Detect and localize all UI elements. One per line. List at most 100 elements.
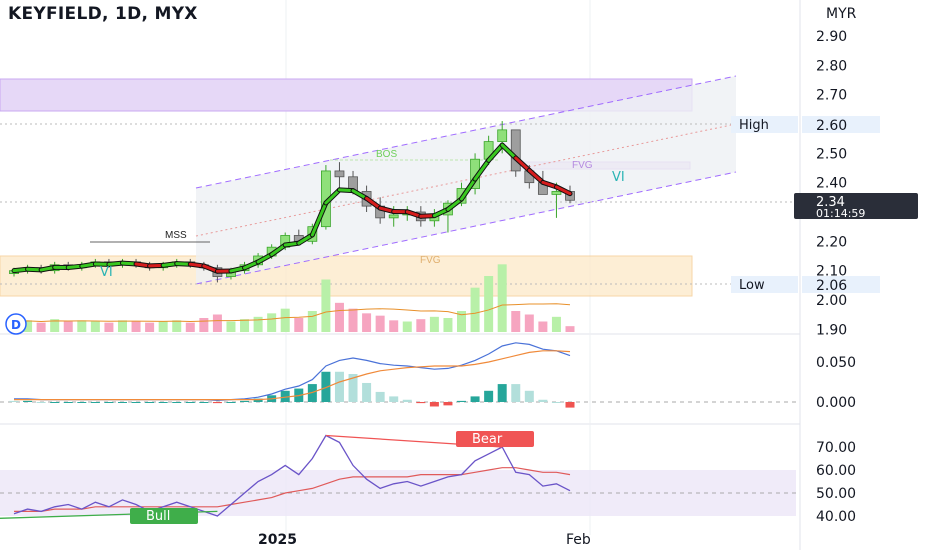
volume-bar-7 <box>104 322 114 332</box>
signal-line <box>14 350 571 401</box>
high-value: 2.60 <box>816 118 847 134</box>
high-value-tag <box>802 116 880 133</box>
ema-segment-20 <box>270 243 287 257</box>
supply-zone <box>0 78 693 112</box>
macd-tick-0.050: 0.050 <box>816 355 856 371</box>
macd-hist-38 <box>524 390 534 402</box>
ema-segment-37 <box>500 143 518 160</box>
dividend-badge-label: D <box>11 318 21 332</box>
price-tick-2.80: 2.80 <box>816 58 847 74</box>
macd-hist-22 <box>307 384 317 402</box>
fvg-label-upper: FVG <box>572 160 593 171</box>
ema-segment-22 <box>297 233 314 245</box>
currency-label: MYR <box>826 6 857 22</box>
volume-bar-16 <box>226 321 236 332</box>
ema-segment-41 <box>554 185 572 196</box>
volume-bar-27 <box>375 315 385 332</box>
macd-hist-34 <box>470 396 480 402</box>
ema-segment-34 <box>460 177 477 201</box>
price-tick-2.40: 2.40 <box>816 176 847 192</box>
volume-bar-23 <box>321 279 331 332</box>
candle-body-40 <box>551 191 562 195</box>
volume-bar-30 <box>416 319 426 332</box>
volume-bar-10 <box>145 322 155 332</box>
volume-bar-15 <box>212 314 222 332</box>
last-price-tag <box>794 193 918 219</box>
macd-hist-17 <box>240 400 250 402</box>
volume-bar-6 <box>90 321 100 332</box>
rsi-ma-line <box>14 467 571 512</box>
high-tag <box>731 116 798 133</box>
macd-hist-13 <box>185 402 195 403</box>
macd-hist-39 <box>538 399 548 402</box>
macd-hist-40 <box>551 402 561 403</box>
macd-hist-29 <box>402 399 412 402</box>
volume-bar-32 <box>443 318 453 332</box>
macd-hist-6 <box>90 402 100 403</box>
macd-pane <box>0 342 800 408</box>
macd-hist-9 <box>131 402 141 403</box>
volume-bar-28 <box>389 320 399 332</box>
macd-hist-15 <box>212 402 222 404</box>
ema-ribbon <box>11 142 573 274</box>
macd-hist-0 <box>9 400 19 402</box>
macd-hist-33 <box>457 400 467 402</box>
macd-hist-23 <box>321 371 331 402</box>
rsi-tick-60.00: 60.00 <box>816 463 856 479</box>
fvg-label-lower: FVG <box>420 255 441 266</box>
dividend-badge[interactable] <box>5 313 27 335</box>
volume-bar-26 <box>362 313 372 332</box>
macd-hist-37 <box>511 384 521 402</box>
volume-bar-9 <box>131 321 141 332</box>
volume-bars <box>9 264 575 332</box>
x-label-feb: Feb <box>566 532 591 548</box>
volume-bar-35 <box>484 276 494 332</box>
price-tick-2.70: 2.70 <box>816 88 847 104</box>
volume-bar-8 <box>117 320 127 332</box>
candle-body-24 <box>334 170 345 178</box>
candle-body-36 <box>497 129 508 143</box>
macd-hist-2 <box>36 402 46 403</box>
price-tick-2.90: 2.90 <box>816 29 847 45</box>
bull-badge <box>130 508 198 524</box>
volume-bar-41 <box>565 326 575 332</box>
ema-segment-35 <box>473 158 491 181</box>
volume-bar-20 <box>280 308 290 332</box>
candle-body-37 <box>510 129 521 172</box>
macd-hist-36 <box>497 384 507 402</box>
price-axis: 2.90 2.80 2.70 2.50 2.40 2.20 2.10 2.00 1.90 0.05… <box>816 29 856 525</box>
volume-bar-4 <box>63 321 73 332</box>
channel-upper <box>195 75 737 189</box>
candle-body-28 <box>388 214 399 219</box>
bear-badge-label: Bear <box>472 432 503 447</box>
macd-hist-25 <box>348 374 358 402</box>
low-tag-label: Low <box>739 278 765 293</box>
ema-segment-27 <box>365 196 382 210</box>
volume-bar-18 <box>253 316 263 332</box>
macd-hist-26 <box>362 382 372 402</box>
macd-hist-41 <box>565 402 575 408</box>
volume-bar-3 <box>50 319 60 332</box>
macd-hist-1 <box>23 400 33 402</box>
ema-segment-19 <box>256 253 274 264</box>
volume-bar-5 <box>77 320 87 332</box>
macd-hist-14 <box>199 402 209 403</box>
ema-segment-23 <box>310 201 328 237</box>
macd-hist-7 <box>104 402 114 403</box>
volume-bar-37 <box>511 311 521 332</box>
volume-bar-11 <box>158 321 168 332</box>
volume-bar-14 <box>199 318 209 332</box>
bear-badge <box>456 431 534 447</box>
ema-segment-24 <box>324 188 341 205</box>
macd-hist-12 <box>172 402 182 403</box>
macd-hist-11 <box>158 402 168 403</box>
volume-bar-24 <box>334 302 344 332</box>
rsi-tick-70.00: 70.00 <box>816 440 856 456</box>
volume-bar-13 <box>185 322 195 332</box>
channel-mid <box>195 123 737 237</box>
macd-hist-18 <box>253 398 263 402</box>
chart-title: KEYFIELD, 1D, MYX <box>8 4 198 24</box>
ema-segment-33 <box>446 197 464 211</box>
volume-bar-31 <box>429 316 439 332</box>
